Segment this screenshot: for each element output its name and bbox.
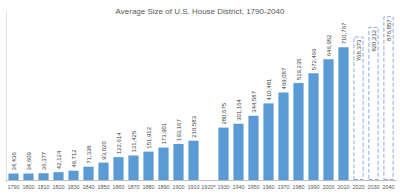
- svg-text:768,373: 768,373: [356, 39, 362, 61]
- svg-text:1860: 1860: [112, 184, 124, 190]
- svg-text:1800: 1800: [22, 184, 34, 190]
- svg-text:1840: 1840: [82, 184, 94, 190]
- svg-text:876,857: 876,857: [386, 19, 392, 41]
- svg-text:71,338: 71,338: [86, 145, 92, 164]
- svg-text:1970: 1970: [277, 184, 289, 190]
- svg-text:42,124: 42,124: [56, 150, 62, 169]
- svg-text:1900: 1900: [172, 184, 184, 190]
- svg-text:469,087: 469,087: [281, 67, 287, 89]
- svg-text:410,481: 410,481: [266, 78, 272, 100]
- svg-text:280,675: 280,675: [221, 102, 227, 124]
- svg-text:1880: 1880: [142, 184, 154, 190]
- svg-text:173,901: 173,901: [161, 122, 167, 144]
- svg-text:1990: 1990: [307, 184, 319, 190]
- svg-text:1830: 1830: [67, 184, 79, 190]
- svg-text:646,952: 646,952: [326, 34, 332, 56]
- svg-text:1890: 1890: [157, 184, 169, 190]
- svg-text:93,020: 93,020: [101, 141, 107, 160]
- svg-text:2040: 2040: [382, 184, 394, 190]
- svg-text:131,425: 131,425: [131, 130, 137, 152]
- svg-text:1790: 1790: [7, 184, 19, 190]
- svg-text:1960: 1960: [262, 184, 274, 190]
- svg-text:1950: 1950: [247, 184, 259, 190]
- svg-text:49,712: 49,712: [71, 149, 77, 168]
- svg-text:1870: 1870: [127, 184, 139, 190]
- svg-text:193,167: 193,167: [176, 119, 182, 141]
- svg-text:820,212: 820,212: [371, 29, 377, 51]
- svg-text:2020: 2020: [352, 184, 364, 190]
- svg-text:34,609: 34,609: [26, 152, 32, 171]
- svg-text:344,587: 344,587: [251, 90, 257, 112]
- svg-text:1920*: 1920*: [201, 184, 216, 190]
- svg-text:36,377: 36,377: [41, 151, 47, 170]
- svg-text:34,436: 34,436: [11, 152, 17, 171]
- svg-text:151,912: 151,912: [146, 126, 152, 148]
- svg-text:1980: 1980: [292, 184, 304, 190]
- svg-text:Average Size of U.S. House Dis: Average Size of U.S. House District, 179…: [116, 7, 285, 16]
- svg-text:1820: 1820: [52, 184, 64, 190]
- svg-text:210,583: 210,583: [191, 115, 197, 137]
- svg-text:572,466: 572,466: [311, 48, 317, 70]
- svg-text:2000: 2000: [322, 184, 334, 190]
- svg-text:2010: 2010: [337, 184, 349, 190]
- svg-text:2030: 2030: [367, 184, 379, 190]
- svg-text:519,235: 519,235: [296, 58, 302, 80]
- svg-text:1850: 1850: [97, 184, 109, 190]
- svg-text:710,767: 710,767: [341, 22, 347, 44]
- svg-text:1810: 1810: [37, 184, 49, 190]
- svg-text:1910: 1910: [187, 184, 199, 190]
- svg-text:301,164: 301,164: [236, 98, 242, 120]
- svg-text:1930: 1930: [217, 184, 229, 190]
- svg-text:1940: 1940: [232, 184, 244, 190]
- svg-text:122,614: 122,614: [116, 132, 122, 154]
